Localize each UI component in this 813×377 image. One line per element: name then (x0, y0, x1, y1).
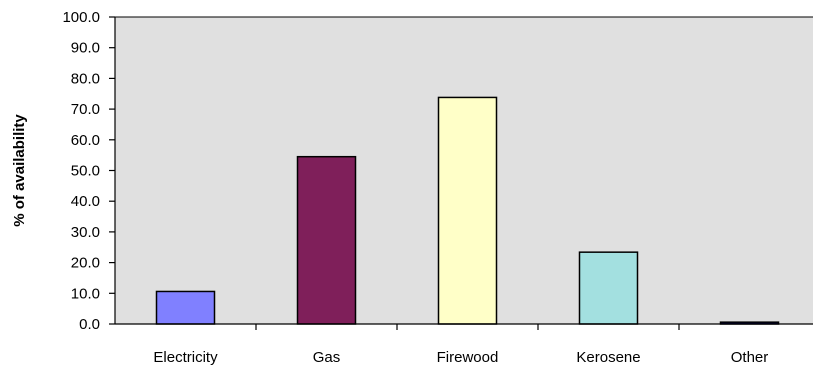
y-tick-label: 30.0 (71, 224, 100, 241)
labels-layer: 0.0 10.0 20.0 30.0 40.0 50.0 60.0 70.0 80.0 90.0 1… (62, 9, 768, 366)
y-axis-title: % of availability (11, 114, 28, 227)
axes-layer (109, 16, 813, 330)
y-tick-label: 80.0 (71, 70, 100, 87)
x-tick-label-firewood: Firewood (437, 349, 499, 366)
x-tick-label-other: Other (731, 349, 769, 366)
y-tick-label: 70.0 (71, 101, 100, 118)
y-tick-label: 0.0 (79, 316, 100, 333)
y-tick-label: 50.0 (71, 163, 100, 180)
x-tick-label-kerosene: Kerosene (576, 349, 640, 366)
bar-firewood (437, 96, 498, 325)
y-tick-label: 100.0 (62, 9, 100, 26)
bar-gas (296, 155, 357, 325)
y-tick-label: 60.0 (71, 132, 100, 149)
y-tick-label: 10.0 (71, 285, 100, 302)
y-tick-label: 90.0 (71, 40, 100, 57)
y-tick-label: 20.0 (71, 255, 100, 272)
bar-electricity (155, 290, 216, 325)
x-tick-label-electricity: Electricity (153, 349, 218, 366)
x-tick-label-gas: Gas (313, 349, 341, 366)
bar-kerosene (578, 251, 639, 325)
y-tick-label: 40.0 (71, 193, 100, 210)
